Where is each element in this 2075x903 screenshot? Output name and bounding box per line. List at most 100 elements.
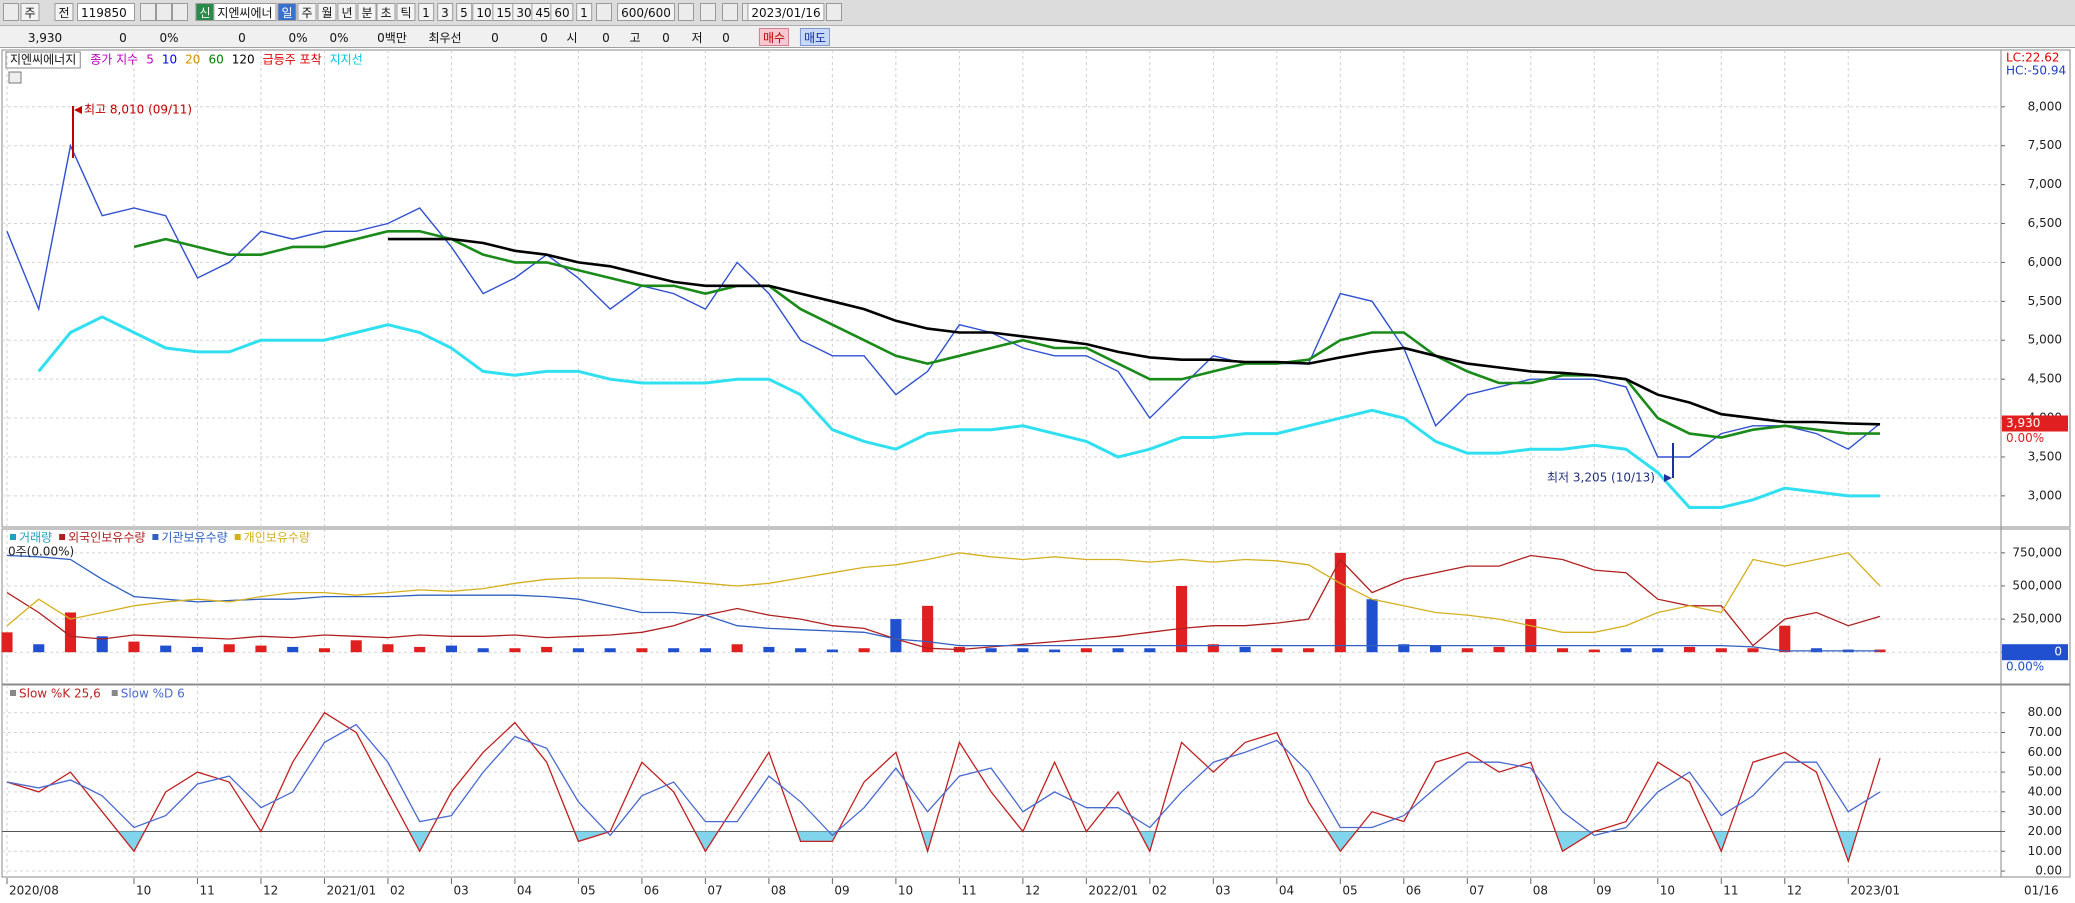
volume-bar	[64, 612, 77, 653]
quote-field[interactable]: 0	[491, 31, 499, 45]
volume-bar	[1810, 648, 1823, 653]
panel-frame	[1, 49, 2071, 528]
volume-bar	[572, 648, 584, 653]
volume-bar	[1493, 646, 1505, 653]
quote-field[interactable]: 0	[238, 31, 246, 45]
series-line	[37, 315, 1880, 509]
high-arrow-head	[74, 106, 82, 114]
last-price-label: 3,930	[2006, 416, 2040, 430]
volume-bar	[350, 640, 362, 653]
toolbar-button[interactable]: 119850	[77, 3, 135, 21]
volume-bar	[160, 645, 172, 653]
volume-bar	[668, 648, 680, 653]
volume-bar	[318, 648, 331, 653]
y-tick-label: 80.00	[2028, 705, 2062, 719]
volume-bar	[1683, 646, 1696, 653]
series-line	[6, 723, 1881, 837]
x-tick-label: 2020/08	[9, 884, 59, 898]
legend-item: 20	[185, 53, 200, 67]
search-icon[interactable]	[156, 3, 172, 21]
legend-item: 지지선	[330, 53, 363, 67]
quote-field[interactable]: 시	[566, 31, 578, 45]
toolbar-button[interactable]: 주	[20, 3, 40, 21]
legend-item: 외국인보유수량	[68, 531, 145, 545]
toolbar-button[interactable]: 1	[418, 3, 434, 21]
y-tick-label: 6,500	[2028, 216, 2062, 230]
save-icon[interactable]	[722, 3, 738, 21]
volume-bar	[191, 646, 204, 653]
panel-frame	[1, 528, 2071, 685]
dropdown-icon[interactable]	[596, 3, 612, 21]
toolbar-button[interactable]: 60	[550, 3, 574, 21]
legend-item: 기관보유수량	[161, 531, 227, 545]
calendar-icon[interactable]	[826, 3, 842, 21]
last-price-box	[2002, 415, 2068, 432]
pct-label: 0.00%	[2006, 660, 2044, 674]
toolbar-button[interactable]: 분	[357, 3, 377, 21]
toolbar-button[interactable]: 45	[531, 3, 555, 21]
quote-field[interactable]: 0%	[288, 31, 308, 45]
toolbar-button[interactable]: 틱	[396, 3, 416, 21]
menu-icon[interactable]	[3, 3, 19, 21]
oversold-area	[118, 831, 1858, 862]
y-tick-label: 3,000	[2028, 488, 2062, 502]
y-tick-label: 6,000	[2028, 255, 2062, 269]
order-button[interactable]: 매도	[799, 28, 831, 46]
legend-swatch	[10, 690, 16, 696]
toolbar-button[interactable]: 월	[317, 3, 337, 21]
toolbar-button[interactable]: 600/600	[617, 3, 675, 21]
y-tick-label: 5,000	[2028, 333, 2062, 347]
quote-bar: 3,930 0 0% 0 0% 0% 0백만 최우선 0 0 시 0 고 0 저 0 매수 매도	[0, 26, 2075, 48]
toolbar-button[interactable]: 1	[576, 3, 592, 21]
toolbar-button[interactable]: 일	[277, 3, 297, 21]
y-tick-label: 0.00	[2035, 864, 2062, 878]
quote-field[interactable]: 0%	[159, 31, 179, 45]
quote-field[interactable]: 고	[629, 31, 641, 45]
quote-field[interactable]: 최우선	[428, 31, 462, 45]
zero-box	[2002, 644, 2068, 661]
toolbar-button[interactable]: 2023/01/16	[747, 3, 825, 21]
quote-field[interactable]: 0	[602, 31, 610, 45]
quote-field[interactable]: 0	[662, 31, 670, 45]
x-end-label: 01/16	[2024, 884, 2059, 898]
y-tick-label: 250,000	[2012, 612, 2062, 626]
quote-field[interactable]: 0%	[329, 31, 349, 45]
toolbar-button[interactable]: 주	[297, 3, 317, 21]
volume-bar	[604, 648, 616, 653]
legend-swatch	[10, 534, 16, 540]
order-button[interactable]: 매수	[758, 28, 790, 46]
quote-field[interactable]: 0	[119, 31, 127, 45]
y-tick-label: 60.00	[2028, 745, 2062, 759]
volume-bar	[731, 644, 743, 653]
toolbar-button[interactable]: 지엔씨에너	[213, 3, 277, 21]
volume-bar	[1, 632, 13, 653]
toolbar-button[interactable]: 5	[456, 3, 472, 21]
x-tick-label: 09	[1596, 884, 1611, 898]
y-tick-label: 0	[2054, 645, 2062, 659]
volume-bar	[1017, 648, 1029, 653]
quote-field[interactable]: 0백만	[377, 31, 407, 45]
quote-field[interactable]: 0	[722, 31, 730, 45]
toolbar-button[interactable]: 초	[376, 3, 396, 21]
toolbar-button[interactable]: 3	[437, 3, 453, 21]
quote-field[interactable]: 0	[540, 31, 548, 45]
legend-item: Slow %D 6	[121, 687, 185, 701]
tool-icon[interactable]	[678, 3, 694, 21]
volume-bar	[890, 619, 902, 653]
toolbar-button[interactable]: 년	[337, 3, 357, 21]
y-tick-label: 20.00	[2028, 824, 2062, 838]
volume-bar	[287, 646, 299, 653]
nav-icon[interactable]	[172, 3, 188, 21]
quote-field[interactable]: 3,930	[27, 31, 63, 45]
volume-bar	[1779, 625, 1791, 653]
toolbar-button[interactable]: 신	[195, 3, 215, 21]
tool-icon[interactable]	[700, 3, 716, 21]
toolbar-button[interactable]: 전	[54, 3, 74, 21]
volume-bar	[255, 645, 267, 653]
dropdown-icon[interactable]	[140, 3, 156, 21]
quote-field[interactable]: 저	[691, 31, 703, 45]
corner-label: LC:22.62	[2006, 51, 2059, 65]
toolbar-button[interactable]: 30	[512, 3, 536, 21]
x-tick-label: 02	[390, 884, 405, 898]
volume-bar	[858, 648, 870, 653]
